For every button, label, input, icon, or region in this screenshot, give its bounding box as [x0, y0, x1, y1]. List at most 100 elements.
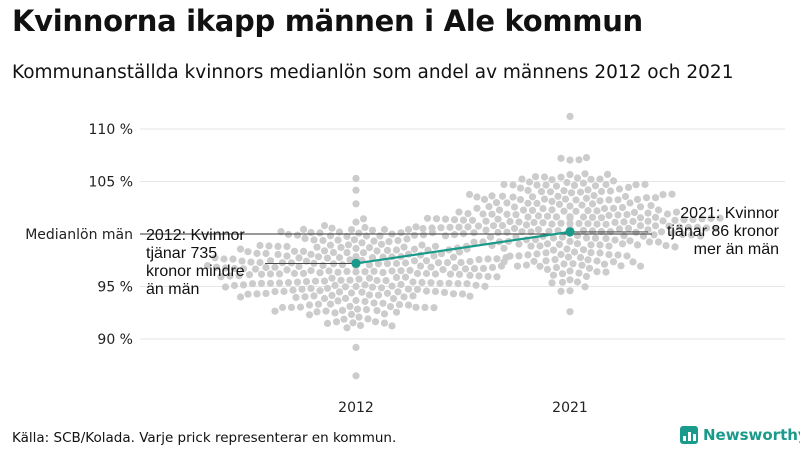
kommun-dot-2012 — [316, 229, 324, 237]
kommun-dot-2012 — [445, 279, 453, 287]
kommun-dot-2021 — [537, 188, 546, 196]
kommun-dot-2012 — [352, 174, 360, 182]
kommun-dot-2012 — [422, 257, 431, 265]
kommun-dot-2021 — [552, 264, 561, 272]
kommun-dot-2021 — [611, 218, 619, 226]
kommun-dot-2021 — [570, 248, 579, 256]
kommun-dot-2012 — [257, 279, 266, 287]
kommun-dot-2021 — [495, 206, 504, 214]
kommun-dot-2012 — [290, 269, 299, 278]
kommun-dot-2012 — [410, 257, 419, 265]
kommun-dot-2021 — [629, 217, 637, 225]
kommun-dot-2012 — [257, 270, 266, 278]
kommun-dot-2012 — [266, 270, 275, 278]
kommun-dot-2021 — [533, 181, 541, 189]
kommun-dot-2012 — [439, 266, 447, 274]
kommun-dot-2021 — [489, 222, 498, 230]
kommun-dot-2021 — [534, 212, 543, 220]
kommun-dot-2012 — [406, 266, 414, 274]
kommun-dot-2021 — [597, 214, 606, 222]
kommun-dot-2012 — [271, 288, 279, 296]
kommun-dot-2021 — [581, 170, 589, 178]
kommun-dot-2021 — [441, 232, 450, 240]
kommun-dot-2021 — [540, 195, 549, 203]
kommun-dot-2012 — [283, 266, 291, 274]
kommun-dot-2021 — [498, 192, 507, 200]
kommun-dot-2021 — [441, 215, 450, 223]
kommun-dot-2012 — [446, 270, 455, 278]
kommun-dot-2021 — [470, 229, 478, 237]
kommun-dot-2021 — [716, 214, 724, 222]
kommun-dot-2021 — [533, 250, 541, 258]
kommun-dot-2021 — [575, 219, 583, 228]
kommun-dot-2012 — [283, 252, 291, 260]
kommun-dot-2012 — [266, 257, 275, 265]
kommun-dot-2021 — [555, 240, 564, 248]
kommun-dot-2012 — [343, 267, 351, 275]
kommun-dot-2012 — [203, 262, 212, 270]
kommun-dot-2021 — [596, 249, 604, 257]
kommun-dot-2021 — [506, 252, 514, 260]
kommun-dot-2012 — [383, 260, 392, 268]
kommun-dot-2012 — [374, 260, 383, 268]
kommun-dot-2021 — [623, 252, 631, 260]
kommun-dot-2021 — [578, 201, 586, 209]
kommun-dot-2021 — [455, 208, 463, 216]
grid-lines — [140, 128, 785, 340]
kommun-dot-2012 — [431, 242, 440, 250]
kommun-dot-2021 — [557, 287, 565, 295]
kommun-dot-2021 — [549, 246, 558, 254]
kommun-dot-2021 — [566, 276, 574, 284]
kommun-dot-2021 — [698, 215, 706, 223]
kommun-dot-2012 — [323, 319, 332, 327]
kommun-dot-2012 — [307, 228, 315, 237]
kommun-dot-2012 — [245, 271, 254, 279]
kommun-dot-2012 — [340, 315, 348, 323]
kommun-dot-2012 — [358, 288, 366, 296]
kommun-dot-2012 — [410, 245, 419, 253]
kommun-dot-2021 — [623, 211, 631, 219]
kommun-dot-2021 — [566, 171, 574, 179]
kommun-dot-2012 — [392, 246, 401, 254]
kommun-dot-2021 — [548, 279, 556, 287]
kommun-dot-2012 — [221, 264, 230, 272]
kommun-dot-2021 — [563, 245, 571, 253]
kommun-dot-2021 — [536, 242, 544, 250]
kommun-dot-2021 — [554, 192, 562, 200]
kommun-dot-2021 — [584, 220, 592, 228]
kommun-dot-2012 — [274, 250, 282, 259]
kommun-dot-2012 — [352, 218, 360, 226]
kommun-dot-2021 — [605, 211, 613, 219]
kommun-dot-2012 — [392, 308, 401, 316]
kommun-dot-2021 — [611, 236, 619, 244]
kommun-dot-2012 — [368, 254, 377, 262]
kommun-dot-2021 — [524, 199, 532, 207]
kommun-dot-2012 — [313, 308, 321, 316]
kommun-dot-2021 — [506, 217, 514, 226]
kommun-dot-2012 — [373, 307, 381, 315]
kommun-dot-2012 — [335, 253, 344, 262]
kommun-dot-2012 — [431, 270, 440, 278]
y-tick-label: 90 % — [97, 332, 133, 348]
kommun-dot-2021 — [591, 182, 600, 190]
kommun-dot-2021 — [575, 156, 583, 164]
kommun-dot-2021 — [551, 256, 559, 264]
kommun-dot-2012 — [355, 275, 363, 283]
kommun-dot-2021 — [605, 196, 613, 204]
kommun-dot-2012 — [307, 250, 315, 258]
kommun-dot-2021 — [591, 234, 600, 242]
kommun-dot-2021 — [488, 192, 496, 200]
kommun-dot-2021 — [593, 257, 601, 265]
kommun-dot-2012 — [338, 261, 347, 269]
kommun-dot-2021 — [528, 206, 537, 214]
kommun-dot-2012 — [484, 272, 492, 281]
kommun-dot-2021 — [707, 214, 715, 222]
kommun-dot-2021 — [539, 219, 547, 227]
kommun-dot-2021 — [711, 224, 720, 233]
kommun-dot-2021 — [516, 196, 525, 204]
kommun-dot-2021 — [531, 173, 540, 181]
kommun-dot-2021 — [651, 213, 660, 221]
brand-logo: Newsworthy — [680, 426, 800, 444]
kommun-dot-2021 — [614, 211, 622, 219]
kommun-dot-2012 — [217, 273, 225, 281]
